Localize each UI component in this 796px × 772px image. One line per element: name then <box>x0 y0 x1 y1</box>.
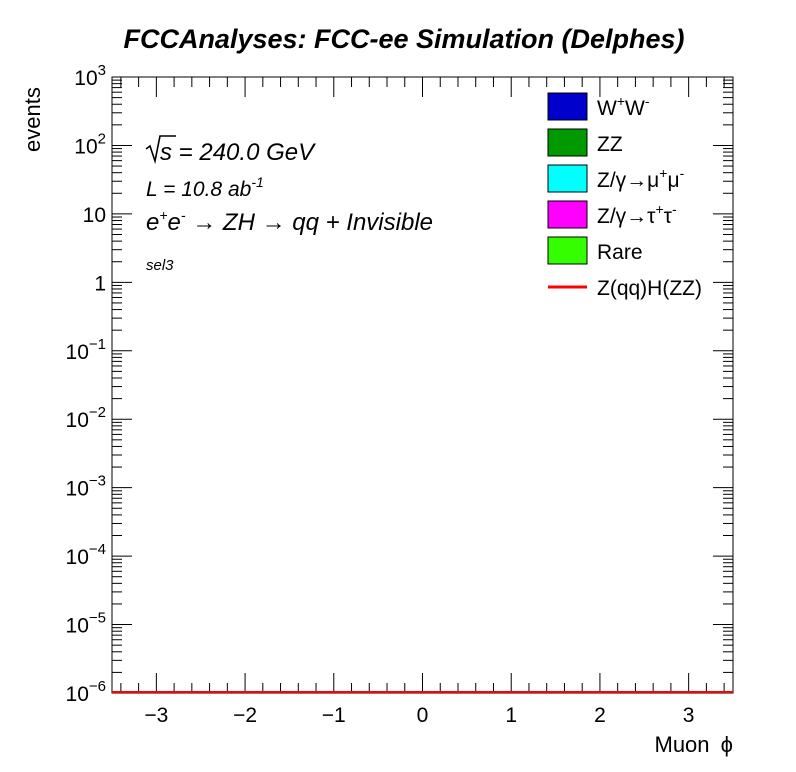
legend-swatch <box>547 128 588 157</box>
chart-title: FCCAnalyses: FCC-ee Simulation (Delphes) <box>123 24 684 54</box>
legend-label: Z(qq)H(ZZ) <box>597 277 702 300</box>
x-axis-label-text: Muon <box>655 732 710 757</box>
annotations: s = 240.0 GeV L = 10.8 ab-1 e+e- → ZH → … <box>145 135 433 274</box>
y-tick-label: 10−6 <box>66 678 106 706</box>
phi-symbol: ϕ <box>721 732 733 757</box>
legend-swatch <box>547 164 588 193</box>
x-axis-label: Muon ϕ <box>655 732 734 757</box>
luminosity-annotation: L = 10.8 ab-1 <box>146 174 264 201</box>
x-tick-label: −3 <box>144 704 168 727</box>
legend-entry: W+W- <box>547 92 650 121</box>
legend-label: W+W- <box>597 93 650 120</box>
y-tick-label: 103 <box>74 62 106 90</box>
y-tick-label: 10−1 <box>66 336 106 364</box>
legend-entry: ZZ <box>547 128 623 157</box>
x-tick-label: −2 <box>233 704 257 727</box>
process-annotation: e+e- → ZH → qq + Invisible <box>146 207 433 236</box>
y-tick-label: 10 <box>83 204 106 227</box>
legend-swatch <box>547 92 588 121</box>
sqrt-s-text: s = 240.0 GeV <box>160 139 316 166</box>
sqrt-icon <box>145 135 176 165</box>
legend-label: ZZ <box>597 133 623 156</box>
y-tick-label: 10−3 <box>66 473 106 501</box>
selection-annotation: sel3 <box>146 257 174 274</box>
x-tick-label: 3 <box>683 704 695 727</box>
legend-entry: Rare <box>547 236 643 265</box>
y-tick-label: 10−2 <box>66 404 106 432</box>
legend-entry: Z(qq)H(ZZ) <box>548 277 702 300</box>
legend-label: Z/γ→τ+τ- <box>597 201 677 228</box>
legend-swatch <box>547 236 588 265</box>
y-tick-label: 1 <box>94 272 106 295</box>
y-tick-label: 102 <box>74 130 106 158</box>
legend-swatch <box>547 200 588 229</box>
x-tick-label: 2 <box>594 704 606 727</box>
x-tick-label: −1 <box>322 704 346 727</box>
x-tick-label: 0 <box>417 704 429 727</box>
y-tick-label: 10−4 <box>66 541 106 569</box>
legend: W+W- ZZ Z/γ→μ+μ- Z/γ→τ+τ- Rare Z(qq)H(ZZ) <box>547 92 702 300</box>
legend-entry: Z/γ→μ+μ- <box>547 164 685 193</box>
x-tick-label: 1 <box>505 704 517 727</box>
y-axis-label: events <box>20 87 45 152</box>
legend-entry: Z/γ→τ+τ- <box>547 200 677 229</box>
legend-label: Rare <box>597 241 643 264</box>
legend-label: Z/γ→μ+μ- <box>597 165 685 192</box>
sqrt-s-annotation: s = 240.0 GeV <box>145 135 316 166</box>
y-tick-label: 10−5 <box>66 610 106 638</box>
